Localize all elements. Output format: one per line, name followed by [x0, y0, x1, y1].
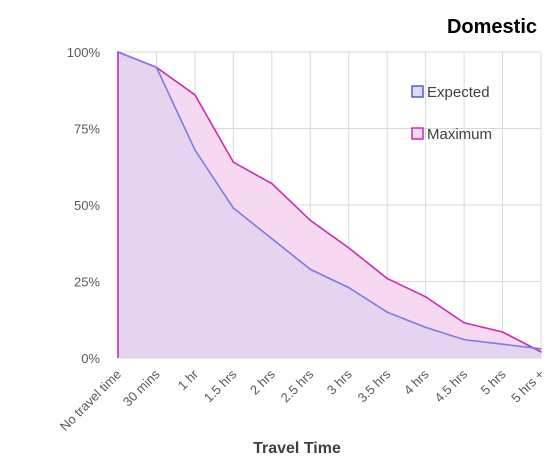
- y-tick-label: 75%: [74, 122, 100, 137]
- point-maximum: [501, 331, 504, 333]
- x-tick-label: 3.5 hrs: [355, 366, 394, 405]
- series-lines: [117, 51, 542, 358]
- chart-title: Domestic: [447, 16, 537, 38]
- point-expected: [424, 326, 427, 329]
- x-tick-label: 4 hrs: [401, 366, 432, 397]
- point-maximum: [347, 247, 350, 249]
- legend-label-maximum: Maximum: [427, 126, 492, 143]
- y-tick-label: 25%: [74, 275, 100, 290]
- x-tick-label: 5 hrs +: [508, 367, 547, 406]
- y-tick-label: 0%: [81, 351, 100, 366]
- x-tick-label: 1 hr: [175, 366, 202, 393]
- point-expected: [194, 149, 196, 151]
- x-axis-label: Travel Time: [253, 440, 341, 457]
- x-tick-label: 2.5 hrs: [278, 366, 317, 405]
- point-expected: [347, 286, 350, 289]
- point-expected: [386, 311, 388, 313]
- x-tick-label: 4.5 hrs: [431, 366, 470, 405]
- x-tick-label: 1.5 hrs: [201, 366, 240, 405]
- point-maximum: [463, 322, 465, 324]
- line-expected: [117, 51, 542, 350]
- point-maximum: [309, 219, 312, 222]
- point-maximum: [232, 161, 235, 163]
- legend-swatch-expected: [411, 85, 424, 98]
- point-expected: [501, 343, 504, 346]
- legend-swatch-maximum: [411, 127, 424, 140]
- y-tick-label: 50%: [74, 198, 100, 213]
- x-tick-label: 3 hrs: [324, 366, 355, 397]
- point-expected: [463, 338, 465, 341]
- y-tick-label: 100%: [67, 45, 101, 60]
- point-maximum: [424, 296, 427, 298]
- point-expected: [271, 237, 273, 240]
- y-axis-ticks: 0% 25% 50% 75% 100%: [67, 45, 101, 366]
- area-expected: [118, 52, 541, 358]
- point-maximum: [271, 182, 273, 185]
- point-maximum: [194, 94, 196, 96]
- point-expected: [232, 207, 235, 209]
- point-expected: [309, 268, 312, 271]
- point-maximum: [386, 277, 388, 280]
- x-tick-label: 30 mins: [120, 366, 163, 409]
- x-tick-label: No travel time: [57, 367, 124, 434]
- x-tick-label: 5 hrs: [478, 366, 509, 397]
- series-areas: [118, 52, 541, 358]
- point-expected: [540, 348, 542, 350]
- line-maximum: [117, 51, 542, 353]
- point-maximum: [540, 351, 542, 353]
- legend-label-expected: Expected: [427, 84, 490, 101]
- x-tick-label: 2 hrs: [247, 366, 278, 397]
- point-expected: [155, 66, 158, 69]
- legend: Expected Maximum: [411, 84, 492, 143]
